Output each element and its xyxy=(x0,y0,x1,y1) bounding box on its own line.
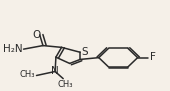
Text: CH₃: CH₃ xyxy=(20,70,35,79)
Text: F: F xyxy=(150,52,156,62)
Text: CH₃: CH₃ xyxy=(57,80,73,89)
Text: N: N xyxy=(51,66,59,76)
Text: O: O xyxy=(32,30,41,40)
Text: H₂N: H₂N xyxy=(3,44,22,54)
Text: S: S xyxy=(81,47,88,57)
